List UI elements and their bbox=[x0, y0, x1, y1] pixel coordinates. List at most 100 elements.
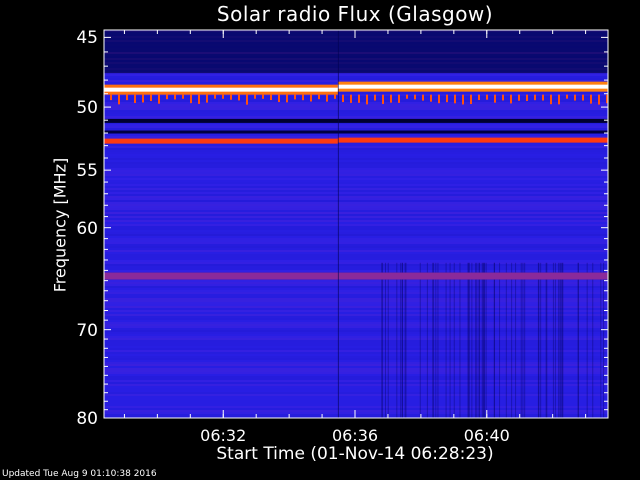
band-48mhz-spike bbox=[398, 94, 400, 103]
dark-line-52mhz bbox=[104, 130, 608, 134]
texture-row bbox=[104, 172, 608, 174]
texture-row bbox=[104, 244, 608, 246]
texture-streak bbox=[468, 262, 470, 418]
texture-row bbox=[104, 232, 608, 234]
texture-row bbox=[104, 70, 608, 72]
texture-row bbox=[104, 302, 608, 304]
texture-streak bbox=[600, 262, 602, 418]
texture-row bbox=[104, 248, 608, 250]
texture-row bbox=[104, 74, 608, 76]
texture-row bbox=[104, 234, 608, 236]
texture-streak bbox=[396, 262, 398, 418]
texture-row bbox=[104, 176, 608, 178]
texture-row bbox=[104, 218, 608, 220]
texture-streak bbox=[560, 262, 562, 418]
texture-streak bbox=[515, 262, 517, 418]
texture-row bbox=[104, 330, 608, 332]
band-48mhz-spike bbox=[166, 94, 168, 100]
texture-row bbox=[104, 168, 608, 170]
band-48mhz-spike bbox=[366, 94, 368, 105]
band-48mhz-spike bbox=[494, 94, 496, 103]
texture-row bbox=[104, 378, 608, 380]
texture-streak bbox=[493, 262, 495, 418]
texture-row bbox=[104, 166, 608, 168]
texture-row bbox=[104, 48, 608, 50]
texture-streak bbox=[401, 262, 403, 418]
texture-streak bbox=[449, 262, 451, 418]
texture-streak bbox=[433, 262, 435, 418]
texture-row bbox=[104, 68, 608, 70]
texture-row bbox=[104, 296, 608, 298]
band-52mhz-right bbox=[337, 137, 608, 143]
texture-row bbox=[104, 358, 608, 360]
texture-row bbox=[104, 94, 608, 96]
texture-row bbox=[104, 350, 608, 352]
updated-timestamp: Updated Tue Aug 9 01:10:38 2016 bbox=[2, 469, 157, 479]
texture-row bbox=[104, 40, 608, 42]
texture-row bbox=[104, 202, 608, 204]
texture-row bbox=[104, 304, 608, 306]
y-tick-label: 60 bbox=[76, 218, 98, 239]
texture-streak bbox=[505, 262, 507, 418]
band-48mhz-left bbox=[104, 87, 338, 92]
texture-row bbox=[104, 200, 608, 202]
texture-row bbox=[104, 194, 608, 196]
band-48mhz-spike bbox=[126, 94, 128, 101]
texture-row bbox=[104, 332, 608, 334]
texture-streak bbox=[483, 262, 485, 418]
x-tick-label: 06:40 bbox=[463, 426, 510, 445]
texture-streak bbox=[400, 262, 402, 418]
texture-row bbox=[104, 224, 608, 226]
band-48mhz-spike bbox=[502, 94, 504, 101]
texture-row bbox=[104, 322, 608, 324]
texture-row bbox=[104, 64, 608, 66]
texture-row bbox=[104, 184, 608, 186]
texture-row bbox=[104, 390, 608, 392]
texture-streak bbox=[586, 262, 588, 418]
plot-area bbox=[104, 30, 608, 418]
texture-streak bbox=[538, 262, 540, 418]
texture-row bbox=[104, 410, 608, 412]
texture-row bbox=[104, 408, 608, 410]
texture-row bbox=[104, 180, 608, 182]
texture-streak bbox=[546, 262, 548, 418]
band-48mhz-spike bbox=[262, 94, 264, 99]
band-48mhz-spike bbox=[182, 94, 184, 99]
band-48mhz-spike bbox=[462, 94, 464, 105]
texture-row bbox=[104, 100, 608, 102]
texture-row bbox=[104, 50, 608, 52]
texture-streak bbox=[479, 262, 481, 418]
texture-row bbox=[104, 44, 608, 46]
texture-streak bbox=[493, 262, 495, 418]
texture-row bbox=[104, 316, 608, 318]
texture-row bbox=[104, 160, 608, 162]
band-48mhz-spike bbox=[414, 94, 416, 100]
texture-row bbox=[104, 414, 608, 416]
texture-row bbox=[104, 58, 608, 60]
band-48mhz-spike bbox=[110, 94, 112, 101]
texture-streak bbox=[558, 262, 560, 418]
texture-row bbox=[104, 334, 608, 336]
band-48mhz-spike bbox=[198, 94, 200, 104]
texture-row bbox=[104, 188, 608, 190]
texture-row bbox=[104, 116, 608, 118]
texture-streak bbox=[540, 262, 542, 418]
texture-row bbox=[104, 198, 608, 200]
texture-row bbox=[104, 416, 608, 418]
band-48mhz-spike bbox=[230, 94, 232, 100]
texture-row bbox=[104, 402, 608, 404]
texture-row bbox=[104, 238, 608, 240]
texture-row bbox=[104, 260, 608, 262]
texture-row bbox=[104, 406, 608, 408]
texture-row bbox=[104, 146, 608, 148]
texture-streak bbox=[499, 262, 501, 418]
band-48mhz-spike bbox=[518, 94, 520, 101]
texture-row bbox=[104, 54, 608, 56]
texture-row bbox=[104, 240, 608, 242]
texture-row bbox=[104, 136, 608, 138]
texture-row bbox=[104, 164, 608, 166]
band-48mhz-spike bbox=[478, 94, 480, 101]
texture-row bbox=[104, 128, 608, 130]
texture-row bbox=[104, 258, 608, 260]
